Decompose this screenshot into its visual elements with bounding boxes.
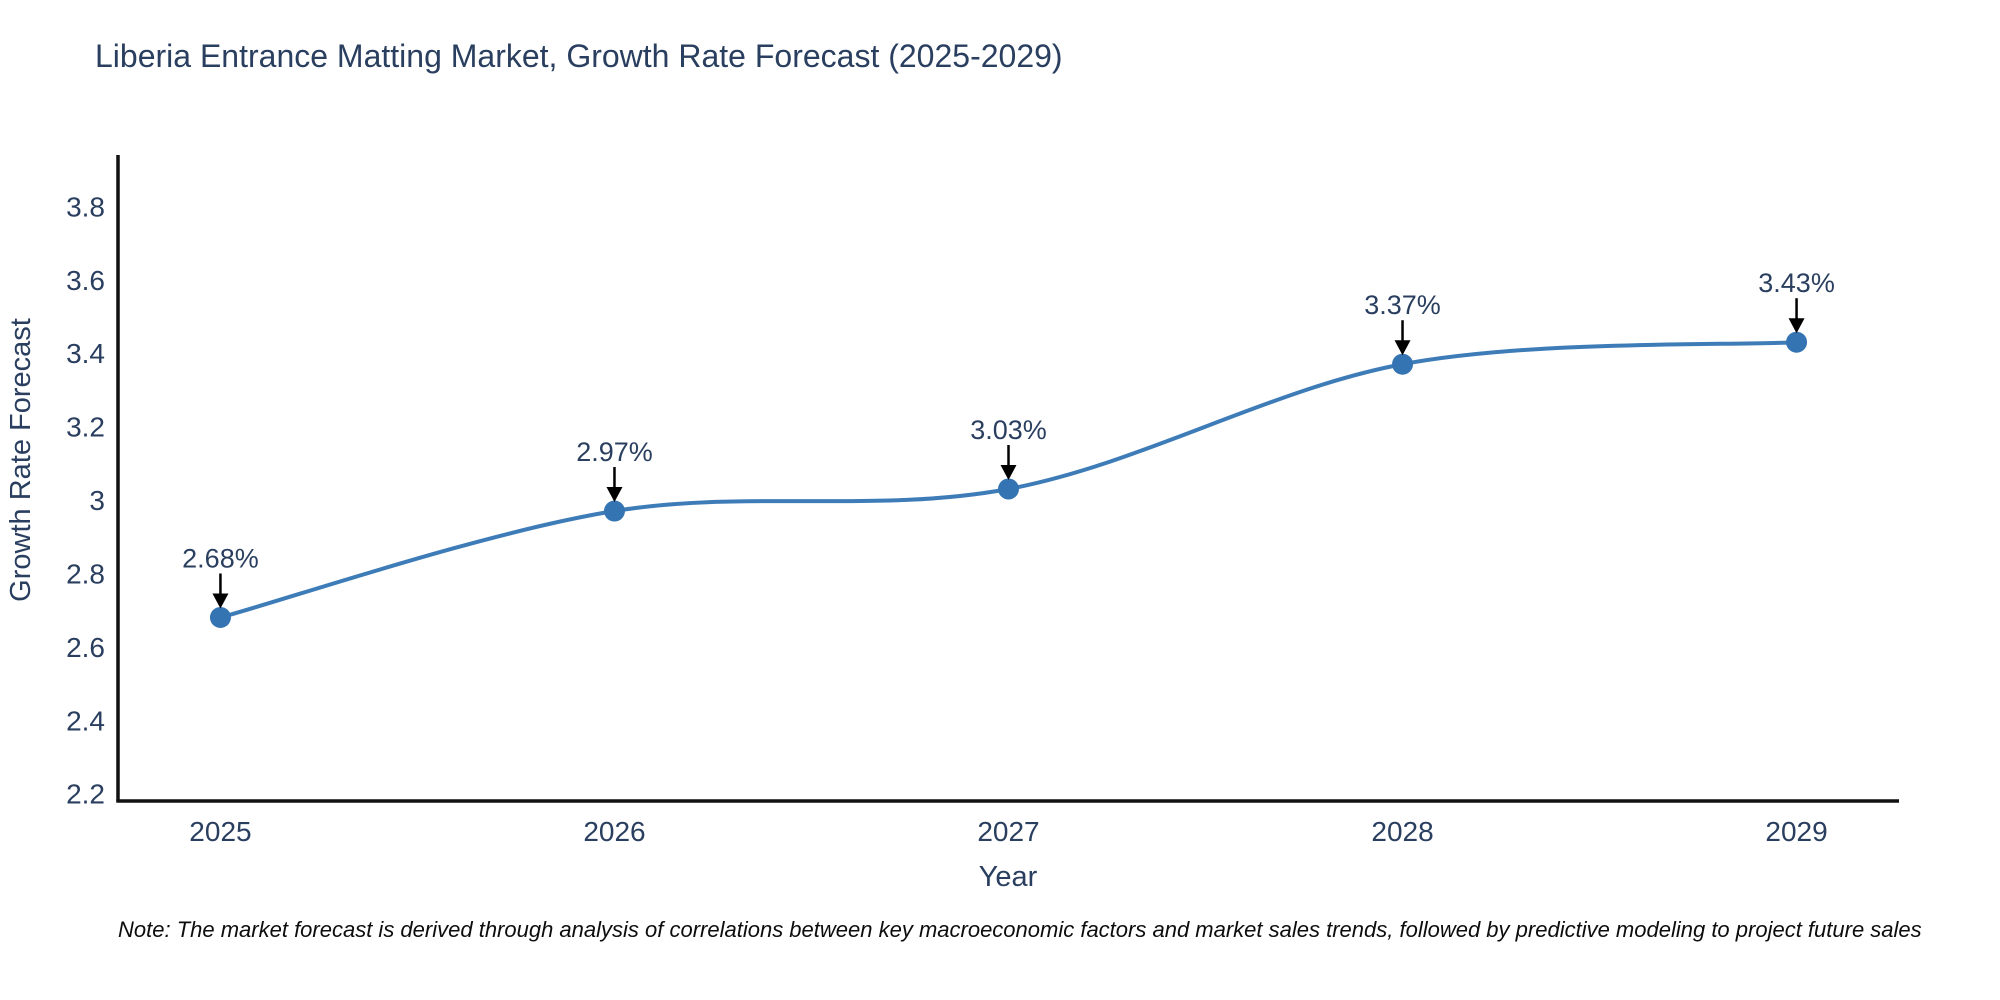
footer-note: Note: The market forecast is derived thr… bbox=[118, 917, 1922, 942]
x-tick-label: 2029 bbox=[1765, 816, 1827, 847]
annotation-arrow-head bbox=[212, 593, 229, 609]
data-point-marker bbox=[998, 478, 1019, 500]
data-point-marker bbox=[603, 500, 625, 522]
y-axis-title: Growth Rate Forecast bbox=[5, 318, 37, 602]
chart-title: Liberia Entrance Matting Market, Growth … bbox=[95, 38, 1063, 74]
y-tick-label: 3.8 bbox=[66, 191, 105, 222]
y-tick-label: 2.2 bbox=[66, 779, 105, 810]
point-annotation-label: 3.43% bbox=[1758, 268, 1835, 298]
annotation-arrow-head bbox=[1394, 340, 1411, 356]
y-tick-label: 2.8 bbox=[66, 558, 105, 589]
annotation-arrow-head bbox=[606, 487, 623, 503]
point-annotation-label: 2.68% bbox=[182, 543, 259, 573]
y-tick-label: 3.6 bbox=[66, 265, 105, 296]
x-tick-label: 2028 bbox=[1371, 816, 1433, 847]
data-point-marker bbox=[209, 606, 231, 628]
data-point-marker bbox=[1786, 331, 1808, 353]
point-annotation-label: 3.37% bbox=[1364, 290, 1441, 320]
x-axis-title: Year bbox=[979, 861, 1038, 893]
data-point-marker bbox=[1392, 353, 1414, 375]
chart-plot-area: 2.2 2.4 2.6 2.8 3 3.2 3.4 3.6 3.8 2025 2026 2027 202… bbox=[66, 155, 1899, 847]
point-annotation-label: 2.97% bbox=[576, 437, 653, 467]
annotation-arrow-head bbox=[1000, 465, 1017, 481]
y-tick-label: 3 bbox=[89, 485, 105, 516]
x-tick-label: 2026 bbox=[583, 816, 645, 847]
x-tick-label: 2025 bbox=[189, 816, 251, 847]
annotation-arrow-head bbox=[1788, 318, 1805, 334]
y-tick-label: 3.4 bbox=[66, 338, 105, 369]
y-tick-label: 2.6 bbox=[66, 632, 105, 663]
y-tick-label: 3.2 bbox=[66, 412, 105, 443]
x-tick-label: 2027 bbox=[977, 816, 1039, 847]
point-annotation-label: 3.03% bbox=[970, 415, 1047, 445]
y-tick-label: 2.4 bbox=[66, 705, 105, 736]
